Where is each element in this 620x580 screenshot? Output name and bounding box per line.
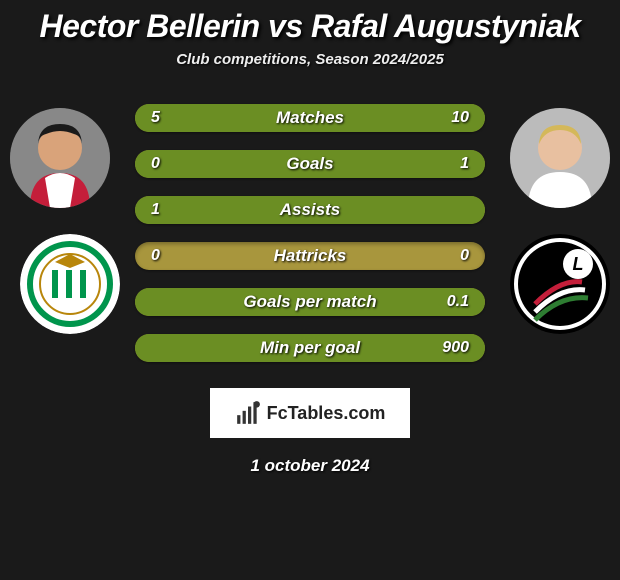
stat-value-left: 1 (151, 201, 160, 219)
stat-value-right: 10 (451, 109, 469, 127)
footer-brand-text: FcTables.com (267, 403, 386, 424)
stat-value-right: 1 (460, 155, 469, 173)
stat-label: Assists (280, 200, 340, 220)
legia-crest-icon: L (510, 234, 610, 334)
player-right-photo (510, 108, 610, 208)
stats-area: L 5 Matches 10 0 Goals 1 1 Assists 0 Hattricks 0 Go… (0, 98, 620, 378)
stat-value-right: 900 (442, 339, 469, 357)
stat-value-left: 0 (151, 155, 160, 173)
stat-value-left: 5 (151, 109, 160, 127)
svg-text:L: L (573, 254, 584, 274)
stat-bar: 0 Goals 1 (135, 150, 485, 178)
betis-crest-icon (20, 234, 120, 334)
player-left-avatar (10, 108, 110, 208)
stat-bar: 0 Hattricks 0 (135, 242, 485, 270)
footer-brand: FcTables.com (210, 388, 410, 438)
stat-value-right: 0.1 (447, 293, 469, 311)
stat-bar: 5 Matches 10 (135, 104, 485, 132)
stat-bar: 1 Assists (135, 196, 485, 224)
stat-label: Matches (276, 108, 344, 128)
stat-bar: Min per goal 900 (135, 334, 485, 362)
stat-label: Goals per match (243, 292, 376, 312)
stat-bar: Goals per match 0.1 (135, 288, 485, 316)
stat-value-right: 0 (460, 247, 469, 265)
player-left-photo (10, 108, 110, 208)
page-title: Hector Bellerin vs Rafal Augustyniak (0, 8, 620, 45)
stat-value-left: 0 (151, 247, 160, 265)
comparison-card: Hector Bellerin vs Rafal Augustyniak Clu… (0, 0, 620, 476)
club-right-logo: L (510, 234, 610, 334)
date-label: 1 october 2024 (0, 456, 620, 476)
stat-label: Hattricks (274, 246, 347, 266)
club-left-logo (20, 234, 120, 334)
stat-bars: 5 Matches 10 0 Goals 1 1 Assists 0 Hattricks 0 Goal… (135, 104, 485, 380)
stat-label: Min per goal (260, 338, 360, 358)
fctables-logo-icon (235, 400, 261, 426)
subtitle: Club competitions, Season 2024/2025 (0, 51, 620, 68)
player-right-avatar (510, 108, 610, 208)
stat-label: Goals (286, 154, 333, 174)
